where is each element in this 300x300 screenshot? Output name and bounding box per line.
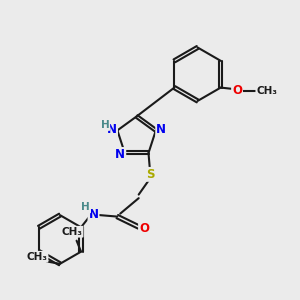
Text: S: S xyxy=(146,168,154,181)
Text: H: H xyxy=(100,120,109,130)
Text: CH₃: CH₃ xyxy=(256,85,277,96)
Text: N: N xyxy=(88,208,98,221)
Text: O: O xyxy=(232,84,242,97)
Text: N: N xyxy=(107,123,117,136)
Text: CH₃: CH₃ xyxy=(26,252,47,262)
Text: N: N xyxy=(156,123,166,136)
Text: H: H xyxy=(81,202,90,212)
Text: N: N xyxy=(115,148,125,161)
Text: O: O xyxy=(139,222,149,235)
Text: CH₃: CH₃ xyxy=(61,227,82,237)
